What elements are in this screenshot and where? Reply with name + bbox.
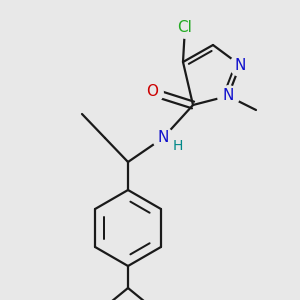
Text: H: H [173,139,183,153]
Text: N: N [157,130,169,146]
Text: O: O [146,85,158,100]
Text: Cl: Cl [178,20,192,34]
Text: N: N [234,58,246,73]
Text: N: N [222,88,234,104]
